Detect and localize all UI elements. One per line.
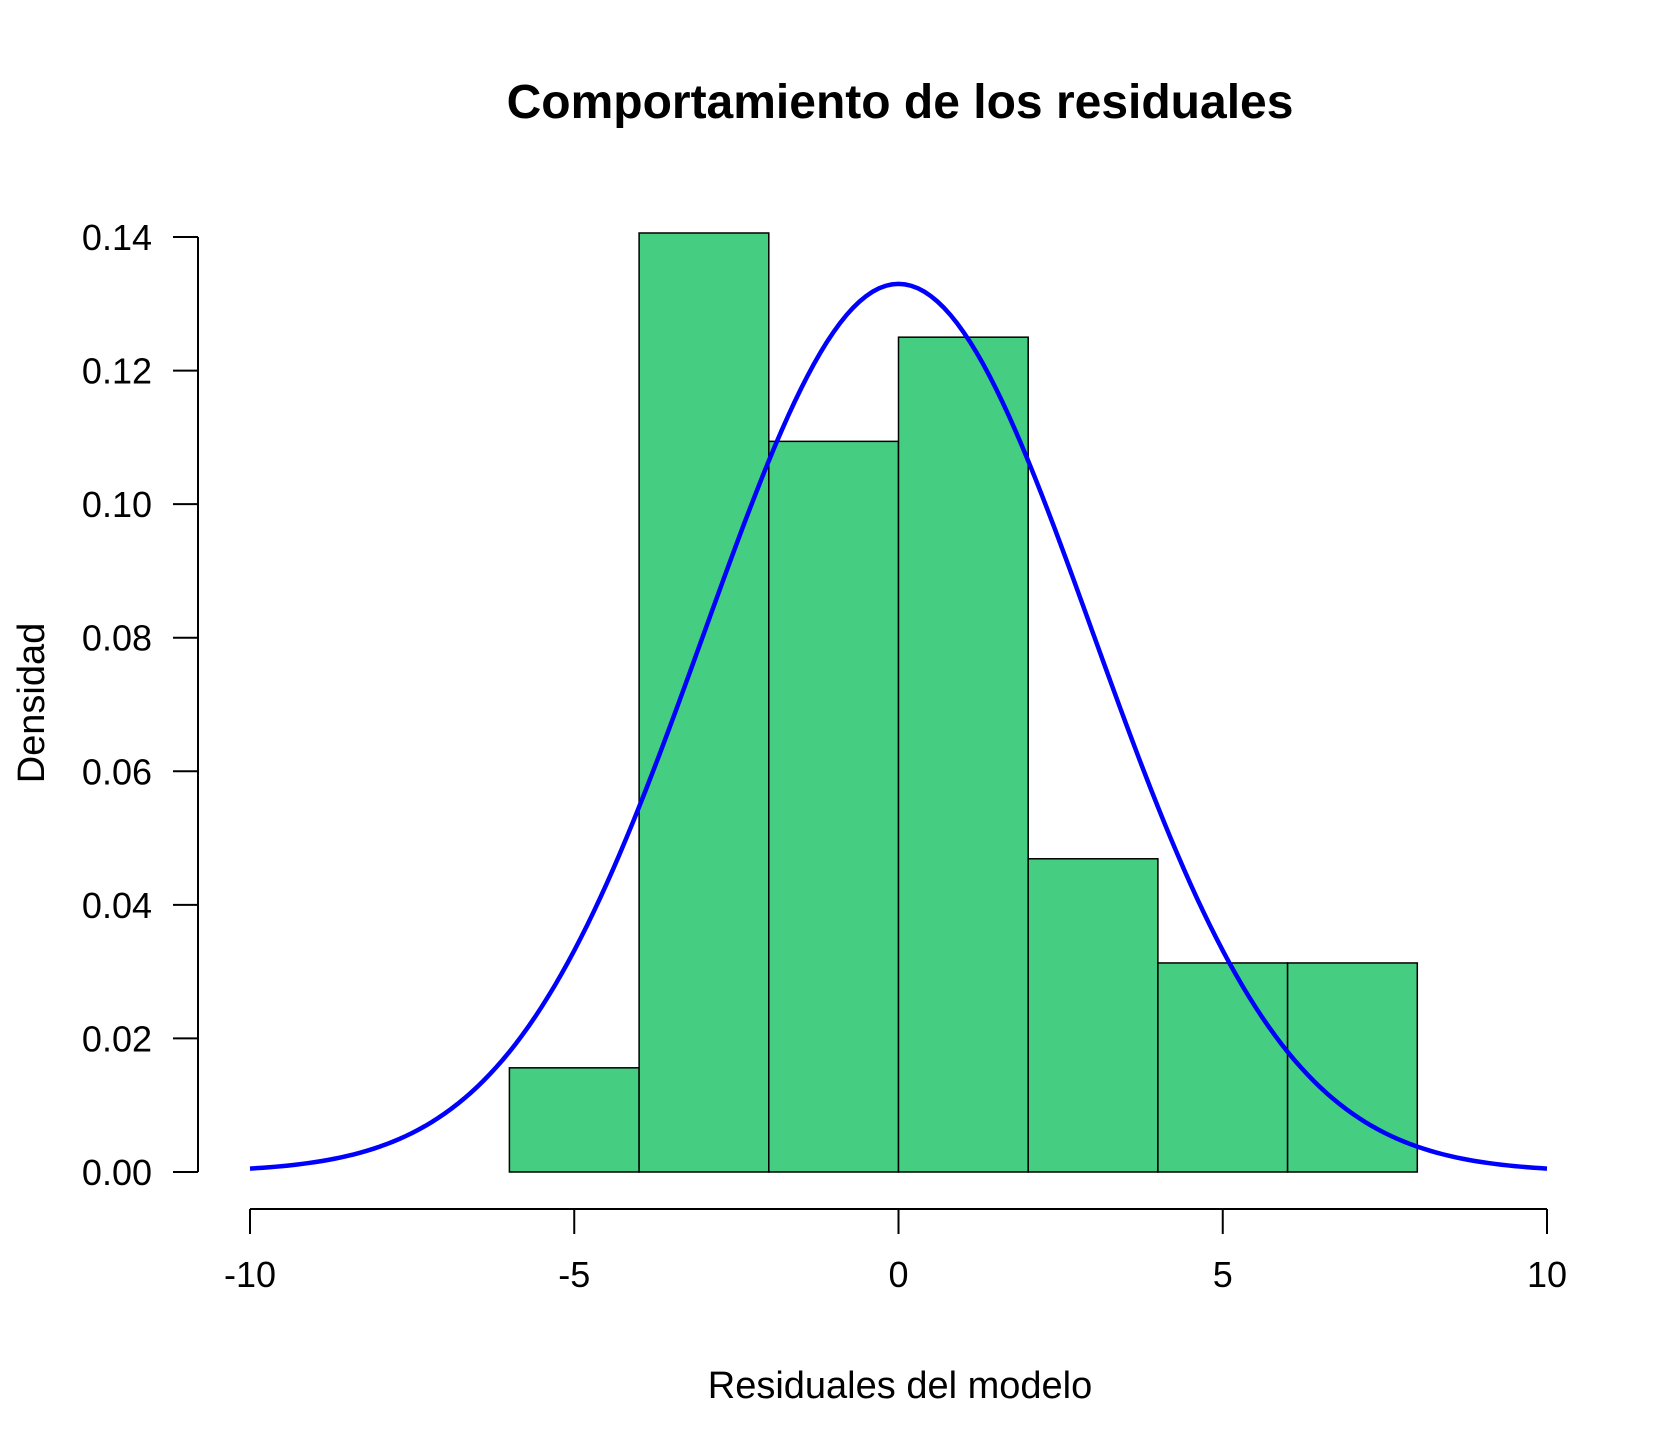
x-tick-label: 0	[888, 1254, 908, 1295]
y-tick-label: 0.06	[82, 751, 152, 792]
y-tick-label: 0.08	[82, 618, 152, 659]
y-tick-label: 0.02	[82, 1018, 152, 1059]
y-tick-label: 0.12	[82, 351, 152, 392]
bars-layer	[508, 232, 1419, 1173]
x-tick-label: -5	[558, 1254, 590, 1295]
density-curve-layer	[249, 281, 1548, 1171]
y-tick-label: 0.14	[82, 217, 152, 258]
normal-density-curve	[249, 281, 1548, 1171]
histogram-bar	[1027, 858, 1159, 1173]
y-tick-label: 0.00	[82, 1152, 152, 1193]
x-axis: -10 -5 0 5 10	[224, 1208, 1567, 1295]
histogram-bar	[768, 440, 900, 1173]
histogram-bar	[508, 1067, 640, 1173]
chart-title: Comportamiento de los residuales	[507, 76, 1294, 129]
y-tick-label: 0.10	[82, 484, 152, 525]
x-tick-label: 5	[1213, 1254, 1233, 1295]
histogram-bar	[897, 336, 1029, 1173]
y-axis-label: Densidad	[11, 623, 53, 784]
x-tick-label: -10	[224, 1254, 276, 1295]
histogram-bar	[1157, 962, 1289, 1173]
y-tick-label: 0.04	[82, 885, 152, 926]
y-axis: 0.00 0.02 0.04 0.06 0.08 0.10 0.12 0.14	[82, 217, 199, 1193]
x-tick-label: 10	[1527, 1254, 1567, 1295]
x-axis-label: Residuales del modelo	[708, 1365, 1092, 1407]
histogram-bar	[638, 232, 770, 1173]
